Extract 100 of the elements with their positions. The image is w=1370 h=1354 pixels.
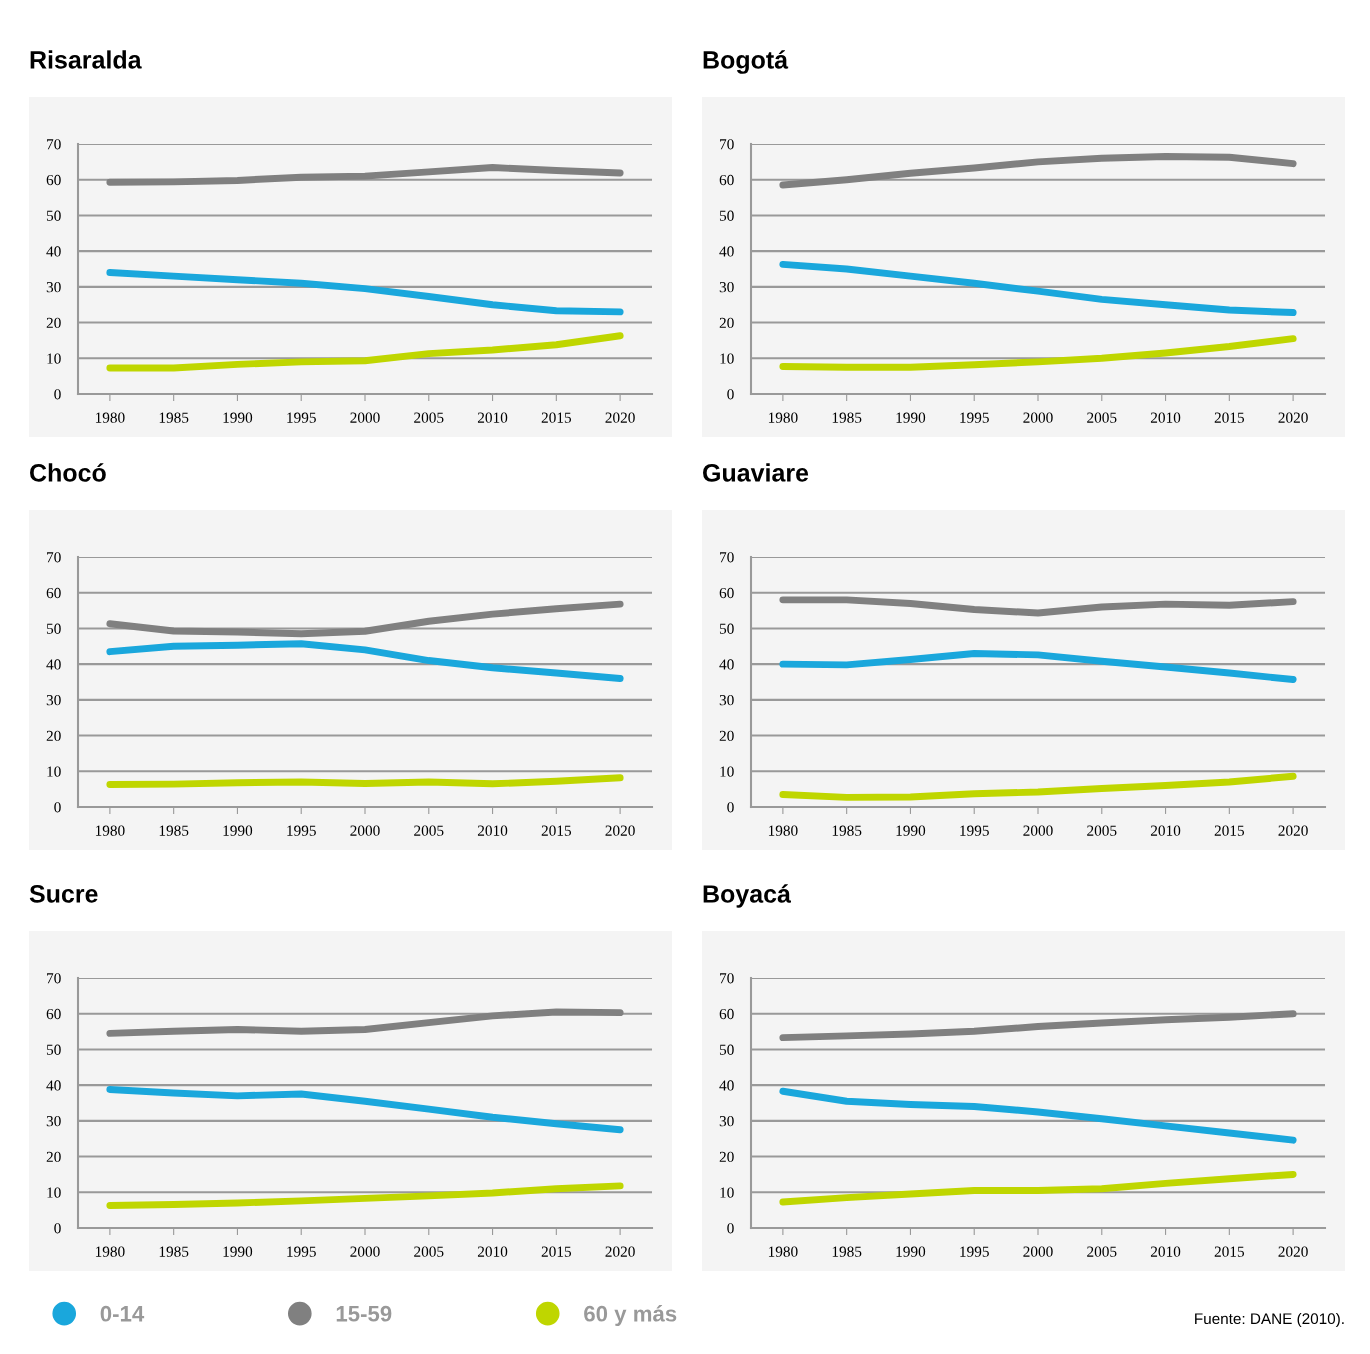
x-tick-label: 2015 [1214,1246,1245,1257]
y-tick-label: 0 [727,1223,734,1234]
x-tick-label: 2005 [414,412,444,423]
x-tick-label: 2005 [1087,1246,1117,1257]
y-tick-label: 60 [719,1008,734,1020]
y-tick-label: 10 [47,353,61,364]
x-tick-label: 2010 [1150,412,1181,423]
y-tick-label: 0 [54,389,61,400]
x-tick-label: 2005 [1087,412,1117,423]
x-tick-label: 2000 [350,825,380,836]
x-tick-label: 1990 [896,825,926,836]
y-tick-label: 0 [54,1223,61,1234]
x-tick-label: 1985 [159,412,189,423]
legend-label: 0-14 [100,1305,145,1322]
x-tick-label: 1980 [95,1246,125,1257]
x-tick-label: 2005 [414,825,444,836]
x-tick-label: 1990 [896,412,926,423]
y-tick-label: 40 [719,659,734,670]
x-tick-label: 2000 [1023,412,1053,423]
x-tick-label: 1995 [960,1246,989,1257]
x-tick-label: 2020 [605,825,635,836]
y-tick-label: 60 [46,1008,61,1020]
y-tick-label: 30 [719,1116,734,1127]
y-tick-label: 70 [720,973,734,984]
x-tick-label: 2010 [477,412,508,423]
y-tick-label: 40 [719,1080,734,1091]
y-tick-label: 70 [47,973,61,984]
y-tick-label: 50 [46,623,61,634]
x-tick-label: 1995 [960,412,989,423]
y-tick-label: 20 [46,317,61,329]
y-tick-label: 20 [46,1151,61,1163]
x-tick-label: 1990 [223,412,253,423]
x-tick-label: 2015 [541,825,572,836]
x-tick-label: 1995 [287,825,316,836]
y-tick-label: 60 [719,587,734,599]
y-tick-label: 60 [46,587,61,599]
x-tick-label: 1995 [287,1246,316,1257]
x-tick-label: 2000 [350,1246,380,1257]
x-tick-label: 1980 [95,412,125,423]
chart-title: Boyacá [703,884,792,908]
x-tick-label: 1985 [159,825,189,836]
x-tick-label: 1985 [159,1246,189,1257]
x-tick-label: 2020 [605,1246,635,1257]
x-tick-label: 1995 [287,412,316,423]
y-tick-label: 40 [46,1080,61,1091]
x-tick-label: 1985 [832,1246,862,1257]
y-tick-label: 10 [720,353,734,364]
y-tick-label: 70 [720,139,734,150]
source-note: Fuente: DANE (2010). [1195,1312,1344,1328]
x-tick-label: 2005 [1087,825,1117,836]
y-tick-label: 40 [46,659,61,670]
y-tick-label: 30 [46,695,61,706]
y-tick-label: 70 [47,552,61,563]
y-tick-label: 0 [727,802,734,813]
chart-title: Bogotá [703,50,789,74]
y-tick-label: 30 [46,1116,61,1127]
x-tick-label: 2010 [477,825,508,836]
y-tick-label: 70 [720,552,734,563]
x-tick-label: 1985 [832,825,862,836]
y-tick-label: 0 [54,802,61,813]
y-tick-label: 30 [719,282,734,293]
x-tick-label: 1985 [832,412,862,423]
y-tick-label: 20 [719,1151,734,1163]
legend-label: 15-59 [336,1305,392,1322]
x-tick-label: 2010 [1150,825,1181,836]
y-tick-label: 50 [46,210,61,221]
y-tick-label: 20 [46,730,61,742]
y-tick-label: 40 [46,246,61,257]
x-tick-label: 1980 [95,825,125,836]
x-tick-label: 2015 [541,412,572,423]
x-tick-label: 1990 [896,1246,926,1257]
y-tick-label: 10 [47,766,61,777]
y-tick-label: 0 [727,389,734,400]
y-tick-label: 50 [719,1044,734,1055]
y-tick-label: 20 [719,730,734,742]
x-tick-label: 2020 [1278,825,1308,836]
x-tick-label: 2000 [1023,1246,1053,1257]
x-tick-label: 2010 [477,1246,508,1257]
y-tick-label: 20 [719,317,734,329]
y-tick-label: 50 [719,210,734,221]
y-tick-label: 50 [719,623,734,634]
y-tick-label: 10 [47,1187,61,1198]
chart-title: Guaviare [703,463,809,482]
x-tick-label: 2015 [541,1246,572,1257]
x-tick-label: 2020 [605,412,635,423]
y-tick-label: 10 [720,1187,734,1198]
x-tick-label: 1995 [960,825,989,836]
x-tick-label: 2015 [1214,825,1245,836]
y-tick-label: 60 [46,174,61,186]
x-tick-label: 2020 [1278,412,1308,423]
x-tick-label: 2000 [1023,825,1053,836]
y-tick-label: 70 [47,139,61,150]
y-tick-label: 40 [719,246,734,257]
y-tick-label: 30 [46,282,61,293]
y-tick-label: 50 [46,1044,61,1055]
y-tick-label: 30 [719,695,734,706]
x-tick-label: 2000 [350,412,380,423]
chart-title: Sucre [29,885,98,903]
y-tick-label: 10 [720,766,734,777]
x-tick-label: 1980 [768,412,798,423]
